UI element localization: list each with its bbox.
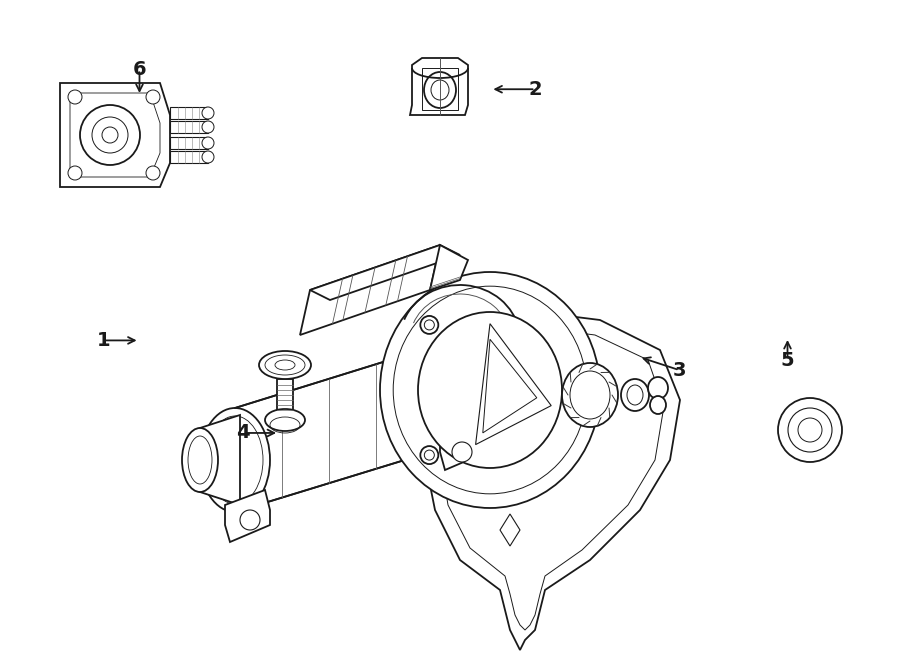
Ellipse shape <box>202 137 214 149</box>
Polygon shape <box>170 151 208 163</box>
Ellipse shape <box>265 409 305 431</box>
Ellipse shape <box>202 151 214 163</box>
Polygon shape <box>60 83 170 187</box>
Ellipse shape <box>240 510 260 530</box>
Ellipse shape <box>200 408 270 512</box>
Text: C: C <box>446 323 454 336</box>
Ellipse shape <box>380 272 600 508</box>
Text: 6: 6 <box>132 60 147 79</box>
Ellipse shape <box>788 408 832 452</box>
Polygon shape <box>410 58 468 115</box>
Polygon shape <box>170 107 208 119</box>
Ellipse shape <box>202 107 214 119</box>
Ellipse shape <box>621 379 649 411</box>
Polygon shape <box>425 310 680 650</box>
Polygon shape <box>300 245 440 335</box>
Polygon shape <box>440 420 480 470</box>
Polygon shape <box>170 137 208 149</box>
Text: 3: 3 <box>673 361 686 379</box>
Ellipse shape <box>424 72 456 108</box>
Ellipse shape <box>452 442 472 462</box>
Ellipse shape <box>146 90 160 104</box>
Ellipse shape <box>648 377 668 399</box>
Ellipse shape <box>562 363 618 427</box>
Ellipse shape <box>650 396 666 414</box>
Ellipse shape <box>68 166 82 180</box>
Ellipse shape <box>462 432 478 448</box>
Ellipse shape <box>202 121 214 133</box>
Ellipse shape <box>146 166 160 180</box>
Polygon shape <box>277 379 293 415</box>
Text: 5: 5 <box>780 351 795 369</box>
Ellipse shape <box>80 105 140 165</box>
Ellipse shape <box>182 428 218 492</box>
Polygon shape <box>225 490 270 542</box>
Ellipse shape <box>68 90 82 104</box>
Text: 4: 4 <box>236 424 250 442</box>
Polygon shape <box>430 245 468 290</box>
Polygon shape <box>200 415 240 505</box>
Polygon shape <box>310 245 460 300</box>
Ellipse shape <box>420 316 438 334</box>
Polygon shape <box>170 121 208 133</box>
Polygon shape <box>235 335 470 512</box>
Ellipse shape <box>778 398 842 462</box>
Ellipse shape <box>259 351 311 379</box>
Text: C: C <box>560 463 570 477</box>
Text: 2: 2 <box>528 80 543 98</box>
Ellipse shape <box>418 312 562 468</box>
Text: 1: 1 <box>96 331 111 350</box>
Ellipse shape <box>420 446 438 464</box>
